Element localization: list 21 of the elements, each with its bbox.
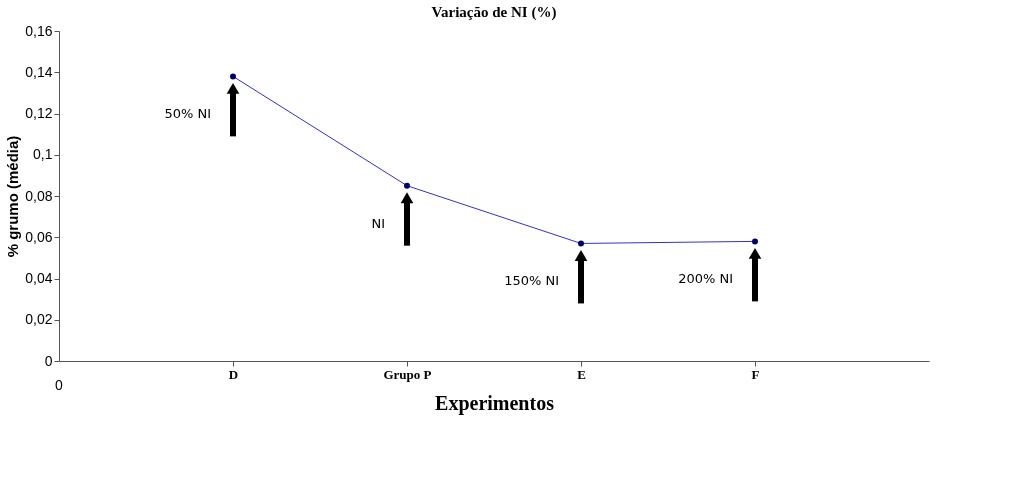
- x-axis-title: Experimentos: [435, 391, 555, 415]
- y-tick-label: 0,04: [25, 270, 53, 286]
- y-tick-label: 0,14: [25, 63, 53, 80]
- annotation: 50% NI: [164, 106, 211, 122]
- y-tick-label: 0,12: [25, 105, 53, 121]
- y-tick-label: 0: [44, 352, 53, 369]
- y-tick-label: 0,06: [25, 228, 53, 245]
- y-tick-label: 0,16: [25, 22, 53, 39]
- y-tick-label: 0,02: [25, 311, 53, 328]
- annotation: 200% NI: [678, 271, 733, 287]
- annotation: 150% NI: [504, 273, 559, 289]
- annotation: NI: [371, 215, 385, 231]
- text: 0: [55, 377, 64, 393]
- y-tick-label: 0,1: [33, 146, 53, 163]
- x-tick-label: F: [751, 366, 760, 382]
- x-tick-label: D: [228, 366, 239, 382]
- y-axis-title: % grumo (média): [4, 135, 22, 258]
- x-tick-label: E: [577, 366, 586, 382]
- chart-title: Variação de NI (%): [431, 4, 557, 21]
- x-tick-label: Grupo P: [383, 366, 432, 382]
- y-tick-label: 0,08: [25, 187, 53, 204]
